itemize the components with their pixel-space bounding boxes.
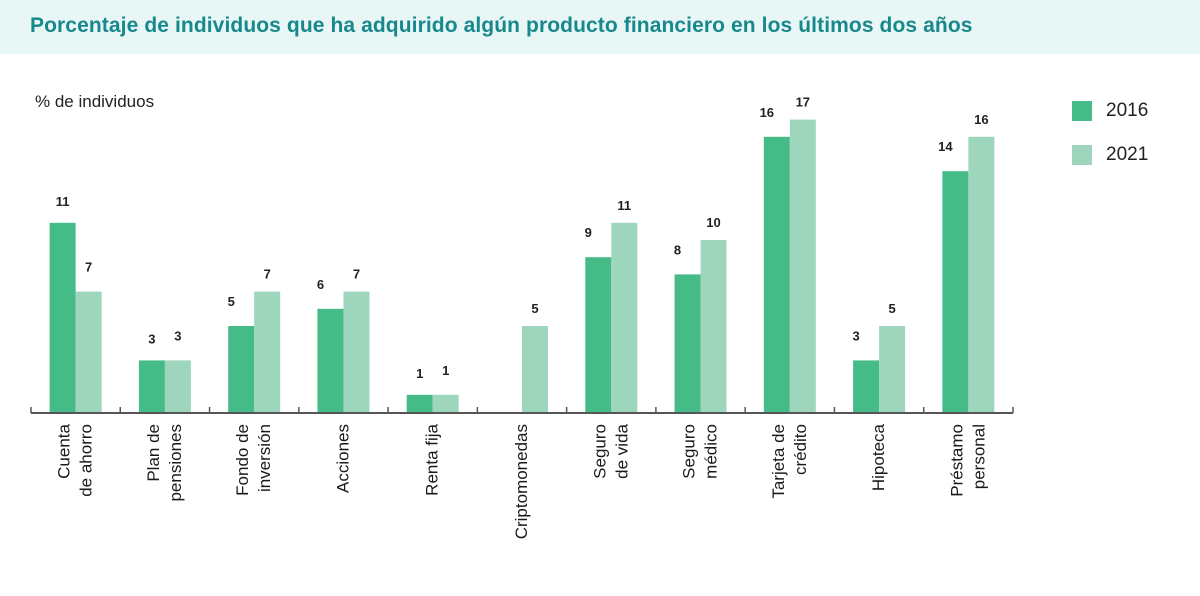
bar-2021-5: [522, 326, 548, 412]
data-label-2021-2: 7: [264, 267, 271, 282]
data-label-2016-4: 1: [416, 366, 423, 381]
x-tick-label-line: Tarjeta de: [769, 424, 788, 499]
x-tick-label-line: Seguro: [590, 424, 609, 479]
x-tick-label-line: Seguro: [680, 424, 699, 479]
data-label-2016-9: 3: [852, 328, 859, 343]
bar-2016-10: [942, 171, 969, 412]
x-tick-label-line: Renta fija: [423, 423, 442, 495]
legend: 2016 2021: [1072, 100, 1148, 188]
bar-2021-4: [432, 394, 459, 412]
x-tick-label-line: inversión: [255, 424, 274, 492]
data-label-2016-6: 9: [585, 225, 592, 240]
x-tick-label: Criptomonedas: [512, 424, 531, 539]
legend-label-2016: 2016: [1106, 100, 1149, 121]
x-tick-label: Hipoteca: [869, 423, 888, 491]
data-label-2021-3: 7: [353, 267, 360, 282]
data-label-2016-3: 6: [317, 277, 324, 292]
x-tick-label-line: crédito: [791, 424, 810, 475]
x-tick-label: Préstamo personal: [947, 424, 988, 497]
data-label-2021-0: 7: [85, 260, 92, 275]
bar-2021-0: [75, 291, 102, 412]
x-tick-label: Acciones: [333, 424, 352, 493]
bar-2021-2: [254, 291, 281, 412]
bar-2016-6: [585, 257, 612, 412]
x-tick-label-line: Plan de: [144, 424, 163, 482]
x-tick-label-line: de ahorro: [77, 424, 96, 497]
data-label-2021-4: 1: [442, 363, 449, 378]
x-tick-label-line: pensiones: [166, 424, 185, 502]
data-label-2021-1: 3: [174, 328, 181, 343]
bar-2021-10: [968, 136, 995, 413]
data-label-2021-9: 5: [888, 301, 895, 316]
x-tick-label: Renta fija: [423, 423, 442, 495]
x-tick-label-line: de vida: [612, 423, 631, 478]
bar-2021-7: [700, 240, 727, 412]
legend-swatch-2016: [1072, 101, 1092, 121]
bar-2021-8: [789, 119, 816, 412]
x-tick-label: Seguro médico: [680, 424, 721, 479]
x-tick-label-line: Criptomonedas: [512, 424, 531, 539]
legend-item-2016: 2016: [1072, 100, 1148, 122]
data-label-2016-2: 5: [228, 294, 235, 309]
data-label-2016-0: 11: [56, 194, 70, 209]
bar-2016-0: [49, 222, 76, 412]
x-tick-label-line: Cuenta: [55, 423, 74, 478]
x-tick-label-line: personal: [969, 424, 988, 489]
y-axis-label: % de individuos: [35, 92, 155, 111]
bar-2016-1: [138, 360, 165, 412]
data-label-2016-1: 3: [148, 331, 155, 346]
bar-2016-8: [763, 136, 790, 413]
data-label-2016-8: 16: [760, 105, 774, 120]
data-label-2016-7: 8: [674, 242, 681, 257]
bar-2021-1: [164, 360, 191, 412]
bar-2021-3: [343, 291, 370, 412]
x-tick-label: Fondo de inversión: [233, 424, 274, 496]
x-tick-label: Cuenta de ahorro: [55, 423, 96, 496]
x-tick-label-line: Hipoteca: [869, 423, 888, 491]
x-tick-label-line: Préstamo: [947, 424, 966, 497]
bar-2016-3: [317, 308, 344, 412]
x-tick-label-line: médico: [702, 424, 721, 479]
legend-swatch-2021: [1072, 145, 1092, 165]
x-tick-label-line: Acciones: [333, 424, 352, 493]
legend-item-2021: 2021: [1072, 144, 1148, 166]
data-label-2021-8: 17: [796, 95, 810, 110]
x-tick-label: Seguro de vida: [590, 423, 631, 478]
data-label-2021-10: 16: [974, 112, 988, 127]
data-label-2021-6: 11: [617, 198, 631, 213]
data-label-2021-5: 5: [531, 301, 538, 316]
legend-label-2021: 2021: [1106, 144, 1149, 165]
data-label-2021-7: 10: [706, 215, 720, 230]
bar-2016-2: [228, 326, 255, 412]
data-label-2016-10: 14: [938, 139, 953, 154]
x-tick-label: Tarjeta de crédito: [769, 424, 810, 499]
bar-2016-7: [674, 274, 701, 412]
chart-title: Porcentaje de individuos que ha adquirid…: [30, 14, 973, 37]
x-tick-label-line: Fondo de: [233, 424, 252, 496]
bar-2021-9: [879, 326, 906, 412]
bar-2016-4: [406, 394, 433, 412]
bar-2021-6: [611, 222, 638, 412]
bar-2016-9: [853, 360, 880, 412]
x-tick-label: Plan de pensiones: [144, 424, 185, 502]
title-banner: Porcentaje de individuos que ha adquirid…: [0, 0, 1200, 54]
